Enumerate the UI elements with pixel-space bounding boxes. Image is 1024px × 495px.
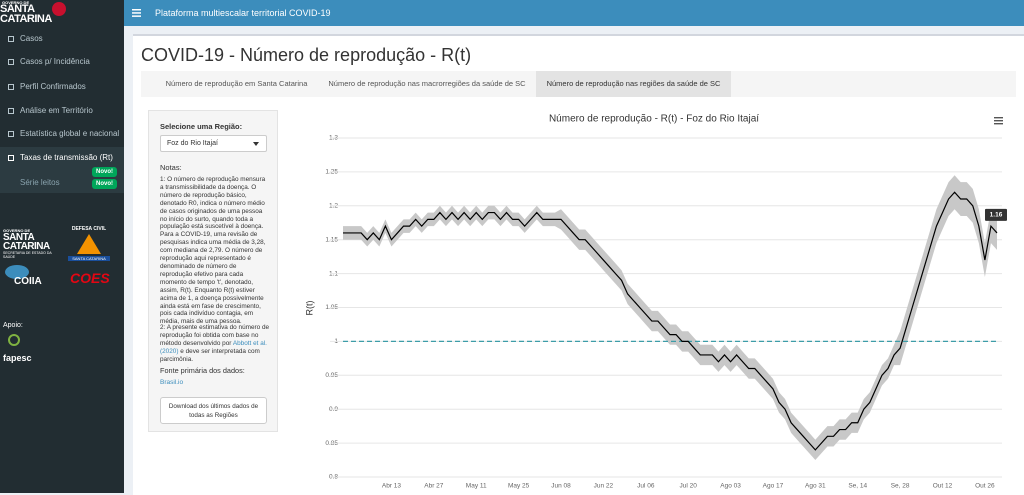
coiia-icon [5, 265, 29, 279]
menu-label: Casos p/ Incidência [20, 57, 90, 66]
menu-item[interactable]: Taxas de transmissão (Rt) [0, 147, 124, 169]
select-value: Foz do Rio Itajaí [167, 140, 218, 147]
menu-item[interactable]: Série leitos [0, 172, 124, 194]
partner-defesa-name: DEFESA CIVIL [71, 226, 107, 232]
chart: Número de reprodução - R(t) - Foz do Rio… [304, 114, 1007, 490]
tooltip: 1.16 [985, 208, 1007, 221]
menu-item[interactable]: Casos [0, 28, 124, 50]
select-label: Selecione uma Região: [160, 122, 243, 131]
side-panel: Selecione uma Região: Foz do Rio Itajaí … [148, 110, 278, 432]
support: fapesc [3, 353, 32, 363]
download-label: Download dos últimos dados de todas as R… [168, 403, 259, 419]
x-tick-label: May 25 [508, 483, 530, 490]
partner-defesa-sub: SANTA CATARINA [68, 256, 110, 261]
download-button[interactable]: Download dos últimos dados de todas as R… [160, 397, 267, 424]
partner-coes: COES [70, 270, 110, 286]
note: 1: O número de reprodução mensura a tran… [160, 176, 266, 326]
partner-gov-name: SANTA CATARINA [3, 232, 50, 252]
x-tick-label: May 11 [466, 483, 487, 490]
x-tick-label: Se, 14 [848, 483, 867, 490]
support-label: Apoio: [3, 322, 23, 329]
source-link[interactable]: Brasil.io [160, 379, 184, 386]
page-title: COVID-19 - Número de reprodução - R(t) [141, 45, 472, 65]
logo-shield [52, 2, 66, 16]
x-tick-label: Abr 27 [424, 483, 444, 490]
menu-label: Taxas de transmissão (Rt) [20, 153, 113, 162]
partner-gov-top: GOVERNO DE [3, 228, 31, 233]
tab-active[interactable]: Número de reprodução nas regiões da saúd… [536, 71, 731, 97]
x-tick-label: Abr 13 [382, 483, 402, 490]
header-title: Plataforma multiescalar territorial COVI… [155, 8, 331, 18]
menu-label: Estatística global e nacional [20, 129, 120, 138]
defesa-icon [77, 234, 101, 254]
note-link[interactable]: Abbott et al. (2020) [160, 339, 267, 355]
menu-toggle[interactable] [132, 9, 141, 17]
tooltip-label: 1.16 [990, 212, 1003, 219]
confidence-band [343, 175, 997, 461]
header: Plataforma multiescalar territorial COVI… [124, 0, 1024, 26]
partner-gov: GOVERNO DE SANTA CATARINA SECRETARIA DE … [3, 228, 63, 259]
tab[interactable]: Número de reprodução em Santa Catarina [165, 79, 308, 88]
y-axis-label: R(t) [304, 301, 314, 316]
x-tick-label: Jun 22 [594, 483, 614, 490]
fapesc-icon [8, 334, 20, 346]
partner-coiia: COIIA [14, 276, 42, 287]
partner-defesa: DEFESA CIVIL SANTA CATARINA [68, 226, 110, 266]
menu-item[interactable]: Estatística global e nacional [0, 123, 124, 145]
sidebar: GOVERNO DE SANTA CATARINA Casos Casos p/… [0, 0, 124, 493]
note: 2: A presente estimativa do número de re… [160, 324, 270, 364]
x-tick-label: Ago 03 [720, 483, 741, 490]
select[interactable]: Foz do Rio Itajaí [160, 135, 267, 152]
x-tick-label: Ago 31 [805, 483, 826, 490]
source-label: Fonte primária dos dados: [160, 366, 245, 375]
x-tick-label: Se, 28 [891, 483, 910, 490]
chart-title: Número de reprodução - R(t) - Foz do Rio… [549, 114, 759, 125]
x-tick-label: Ago 17 [763, 483, 784, 490]
x-tick-label: Out 26 [975, 483, 995, 490]
select-caret [253, 142, 259, 146]
x-tick-label: Jul 20 [679, 483, 697, 490]
chart-menu[interactable] [994, 117, 1003, 125]
tooltip-box [985, 208, 1007, 221]
partner-gov-sub: SECRETARIA DE ESTADO DA SAÚDE [3, 251, 52, 259]
tab[interactable]: Número de reprodução nas macrorregiões d… [328, 79, 526, 88]
x-tick-label: Out 12 [933, 483, 953, 490]
menu-label: Análise em Território [20, 106, 93, 115]
menu-item[interactable]: Análise em Território [0, 100, 124, 122]
badge: Novo! [92, 167, 117, 177]
badge: Novo! [92, 179, 117, 189]
menu-item[interactable]: Perfil Confirmados [0, 76, 124, 98]
content-box [133, 34, 1024, 495]
logo: GOVERNO DE SANTA CATARINA [0, 0, 70, 26]
menu-label: Perfil Confirmados [20, 82, 86, 91]
logo-text: SANTA CATARINA [0, 3, 52, 25]
note-text: 2: A presente estimativa do número de re… [160, 324, 270, 347]
menu-label: Série leitos [20, 178, 60, 187]
line [343, 191, 998, 451]
notes-label: Notas: [160, 163, 182, 172]
menu-label: Casos [20, 34, 43, 43]
note-text: e deve ser interpretada com parcimônia. [160, 347, 260, 363]
logo-top: GOVERNO DE [2, 0, 30, 5]
x-tick-label: Jul 06 [637, 483, 655, 490]
x-tick-label: Jun 08 [551, 483, 571, 490]
menu-item[interactable]: Casos p/ Incidência [0, 51, 124, 73]
